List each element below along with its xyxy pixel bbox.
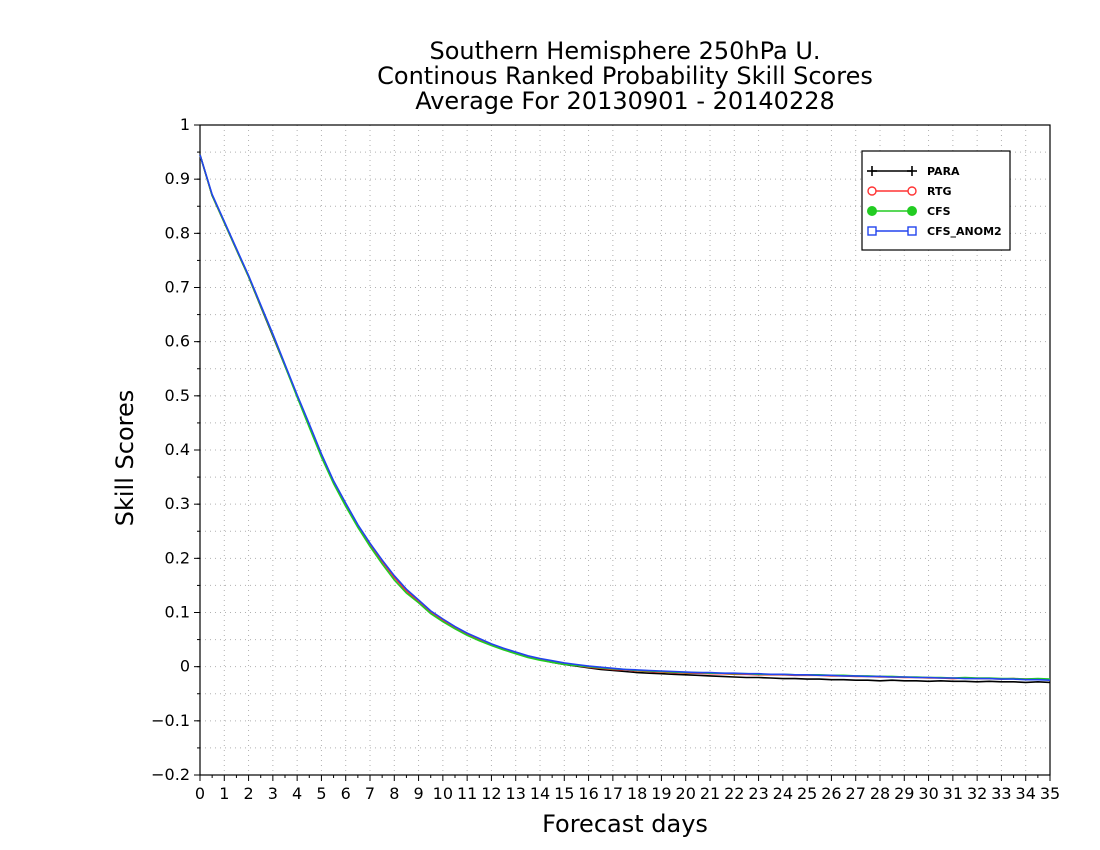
legend-label: CFS <box>927 205 951 218</box>
y-tick-label: 1 <box>180 115 190 134</box>
x-tick-label: 15 <box>554 784 574 803</box>
x-tick-label: 18 <box>627 784 647 803</box>
x-axis-title: Forecast days <box>542 810 708 838</box>
y-tick-label: −0.2 <box>151 765 190 784</box>
legend-label: CFS_ANOM2 <box>927 225 1002 238</box>
x-tick-label: 17 <box>603 784 623 803</box>
legend-label: RTG <box>927 185 952 198</box>
x-tick-label: 2 <box>243 784 253 803</box>
x-tick-label: 14 <box>530 784 550 803</box>
x-tick-label: 26 <box>821 784 841 803</box>
y-tick-label: 0.3 <box>165 494 190 513</box>
y-tick-label: −0.1 <box>151 711 190 730</box>
y-axis-title: Skill Scores <box>111 389 139 527</box>
x-tick-label: 0 <box>195 784 205 803</box>
x-axis: 0 1 2 3 4 5 6 7 8 9 10 11 12 13 14 15 16 17 18 19 20 21 22 23 24… <box>195 775 1060 803</box>
y-tick-label: 0.5 <box>165 386 190 405</box>
x-tick-label: 19 <box>651 784 671 803</box>
x-tick-label: 16 <box>578 784 598 803</box>
chart-title-line-2: Continous Ranked Probability Skill Score… <box>377 62 873 90</box>
x-tick-label: 22 <box>724 784 744 803</box>
x-tick-label: 4 <box>292 784 302 803</box>
legend-marker <box>907 186 917 196</box>
y-tick-label: 0 <box>180 657 190 676</box>
legend-marker <box>907 226 917 236</box>
y-tick-label: 0.9 <box>165 169 190 188</box>
x-tick-label: 30 <box>918 784 938 803</box>
legend-label: PARA <box>927 165 960 178</box>
chart-title-line-1: Southern Hemisphere 250hPa U. <box>429 37 821 65</box>
x-tick-label: 6 <box>341 784 351 803</box>
x-tick-label: 35 <box>1040 784 1060 803</box>
y-tick-label: 0.2 <box>165 548 190 567</box>
x-tick-label: 21 <box>700 784 720 803</box>
grid <box>200 125 1050 775</box>
legend-marker <box>867 226 877 236</box>
legend-marker <box>867 186 877 196</box>
y-tick-label: 0.6 <box>165 332 190 351</box>
x-tick-label: 9 <box>413 784 423 803</box>
x-tick-label: 7 <box>365 784 375 803</box>
x-tick-label: 5 <box>316 784 326 803</box>
x-tick-label: 34 <box>1016 784 1036 803</box>
x-tick-label: 31 <box>943 784 963 803</box>
x-tick-label: 1 <box>219 784 229 803</box>
x-tick-label: 12 <box>481 784 501 803</box>
chart-title-line-3: Average For 20130901 - 20140228 <box>415 87 835 115</box>
x-tick-label: 3 <box>268 784 278 803</box>
legend-marker <box>867 206 877 216</box>
x-tick-label: 11 <box>457 784 477 803</box>
series-group <box>199 154 1051 684</box>
x-tick-label: 24 <box>773 784 793 803</box>
series-line-cfs-anom2 <box>199 154 1051 681</box>
y-tick-label: 0.4 <box>165 440 190 459</box>
x-tick-label: 23 <box>748 784 768 803</box>
x-tick-label: 8 <box>389 784 399 803</box>
x-tick-label: 13 <box>506 784 526 803</box>
y-tick-label: 0.7 <box>165 278 190 297</box>
legend-box <box>861 150 1011 251</box>
x-tick-label: 10 <box>433 784 453 803</box>
y-tick-label: 0.1 <box>165 603 190 622</box>
y-axis: −0.2 −0.1 0 0.1 0.2 0.3 0.4 0.5 0.6 0.7 0.8 0.9 1 <box>151 115 200 784</box>
legend-marker <box>907 206 917 216</box>
x-tick-label: 33 <box>991 784 1011 803</box>
x-tick-label: 28 <box>870 784 890 803</box>
legend: PARA RTG CFS CFS_ANOM2 <box>861 150 1011 251</box>
x-tick-label: 32 <box>967 784 987 803</box>
x-tick-label: 29 <box>894 784 914 803</box>
y-tick-label: 0.8 <box>165 223 190 242</box>
x-tick-label: 20 <box>676 784 696 803</box>
x-tick-label: 27 <box>846 784 866 803</box>
x-tick-label: 25 <box>797 784 817 803</box>
